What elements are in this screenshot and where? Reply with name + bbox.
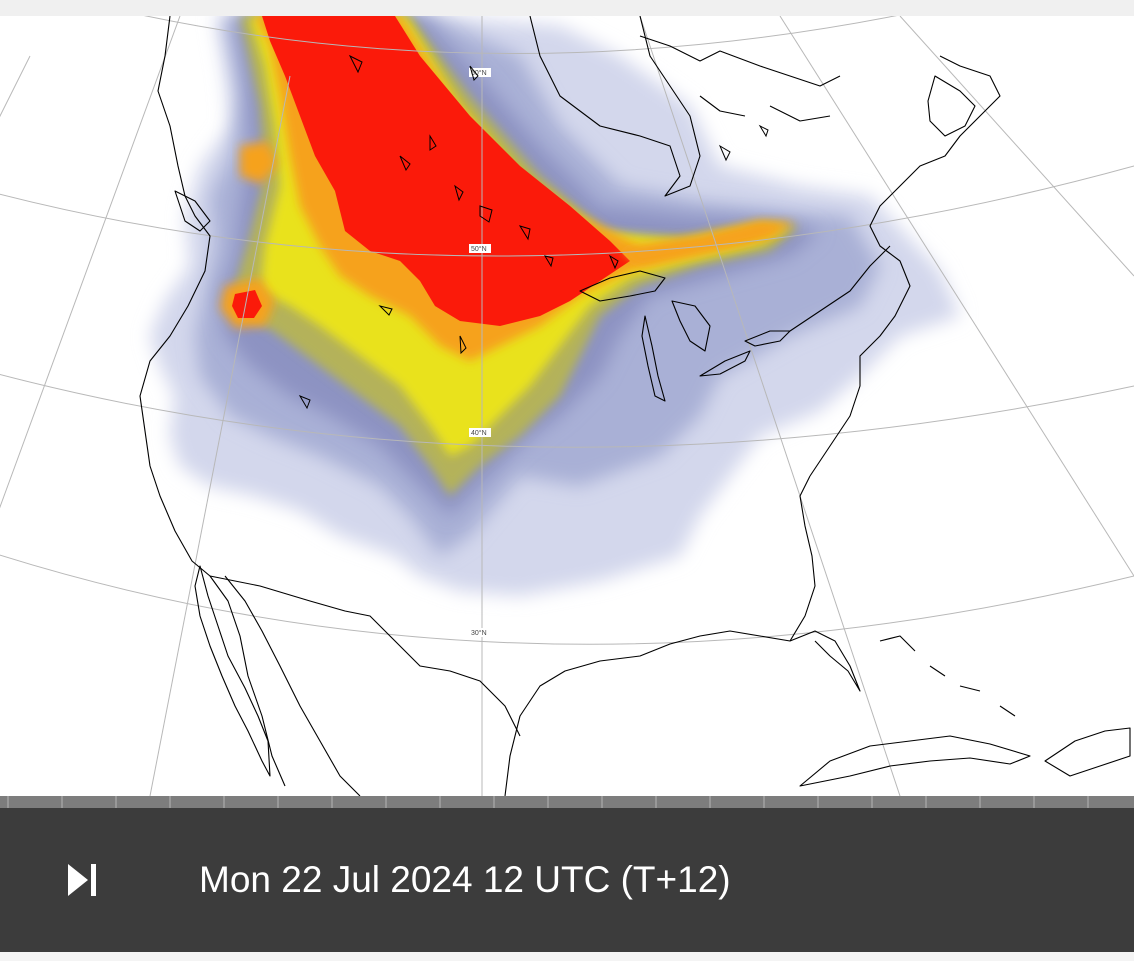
plume-hotspot-west-core (232, 290, 262, 318)
lake-speck (758, 124, 769, 138)
plume-streak-east (620, 221, 795, 264)
parallel-30n (0, 554, 1134, 645)
lake-speck (298, 394, 311, 410)
meridian-e1 (639, 16, 901, 796)
coast-vancouver-island (174, 190, 211, 232)
label-box-60n (469, 68, 491, 77)
coast-atlantic (809, 55, 1001, 477)
label-box-50n (469, 244, 491, 253)
latitude-labels: 60°N 50°N 40°N 30°N (469, 68, 491, 637)
lake-ontario (744, 330, 791, 347)
coast-cuba (799, 735, 1031, 787)
coast-st-lawrence (789, 245, 891, 332)
label-box-40n (469, 428, 491, 437)
coast-bahamas (879, 635, 1016, 717)
coast-florida (789, 475, 816, 642)
meridian-e3 (899, 16, 1134, 277)
bottom-margin (0, 952, 1134, 961)
lat-label-60n: 60°N (471, 69, 487, 77)
coast-gulf-of-california (224, 575, 361, 796)
lake-erie (699, 350, 751, 377)
lake-speck (543, 255, 554, 268)
coastlines (139, 16, 1131, 796)
lake-speck (399, 155, 411, 172)
graticule (0, 16, 1134, 796)
timeline-ticks (7, 796, 1089, 808)
map-canvas: 60°N 50°N 40°N 30°N (0, 16, 1134, 796)
lake-speck (454, 184, 464, 202)
meridian-w2 (0, 16, 181, 509)
playback-control-bar: Mon 22 Jul 2024 12 UTC (T+12) (0, 808, 1134, 952)
coast-hispaniola (1044, 727, 1131, 777)
lake-speck (469, 65, 479, 81)
lat-label-50n: 50°N (471, 245, 487, 253)
skip-to-end-icon (68, 864, 96, 896)
lat-label-40n: 40°N (471, 429, 487, 437)
top-margin (0, 0, 1134, 16)
coast-hudson-bay (529, 16, 701, 197)
lake-speck (378, 305, 393, 316)
label-box-30n (469, 628, 491, 637)
timeline-slider[interactable] (0, 796, 1134, 808)
plume-hotspot-nw (240, 141, 278, 184)
coast-arctic-islands (639, 35, 841, 122)
lake-michigan (641, 315, 666, 402)
lat-label-30n: 30°N (471, 629, 487, 637)
parallel-60n (144, 16, 897, 54)
lake-speck (518, 225, 531, 241)
lake-speck (479, 205, 493, 223)
border-us-mexico (209, 575, 521, 737)
coast-pacific (139, 16, 286, 787)
plume-level-red (262, 16, 630, 326)
meridian-w3 (0, 55, 31, 118)
parallel-50n (0, 165, 1134, 257)
lake-superior (579, 270, 666, 302)
step-to-end-button[interactable] (52, 854, 104, 906)
parallel-40n (0, 373, 1134, 448)
lake-speck (348, 54, 363, 74)
coast-gulf-of-mexico (504, 630, 861, 796)
lake-speck (608, 254, 619, 270)
valid-time-label: Mon 22 Jul 2024 12 UTC (T+12) (199, 859, 731, 900)
coast-newfoundland (927, 75, 976, 137)
lake-speck (718, 144, 731, 162)
lake-huron (671, 300, 711, 352)
lake-speck (459, 335, 467, 355)
smoke-forecast-map[interactable]: 60°N 50°N 40°N 30°N (0, 16, 1134, 796)
inland-lakes (298, 54, 769, 410)
meridian-e2 (779, 16, 1134, 577)
lake-speck (429, 134, 437, 151)
meridian-w1 (149, 75, 291, 796)
coast-baja (194, 565, 271, 777)
